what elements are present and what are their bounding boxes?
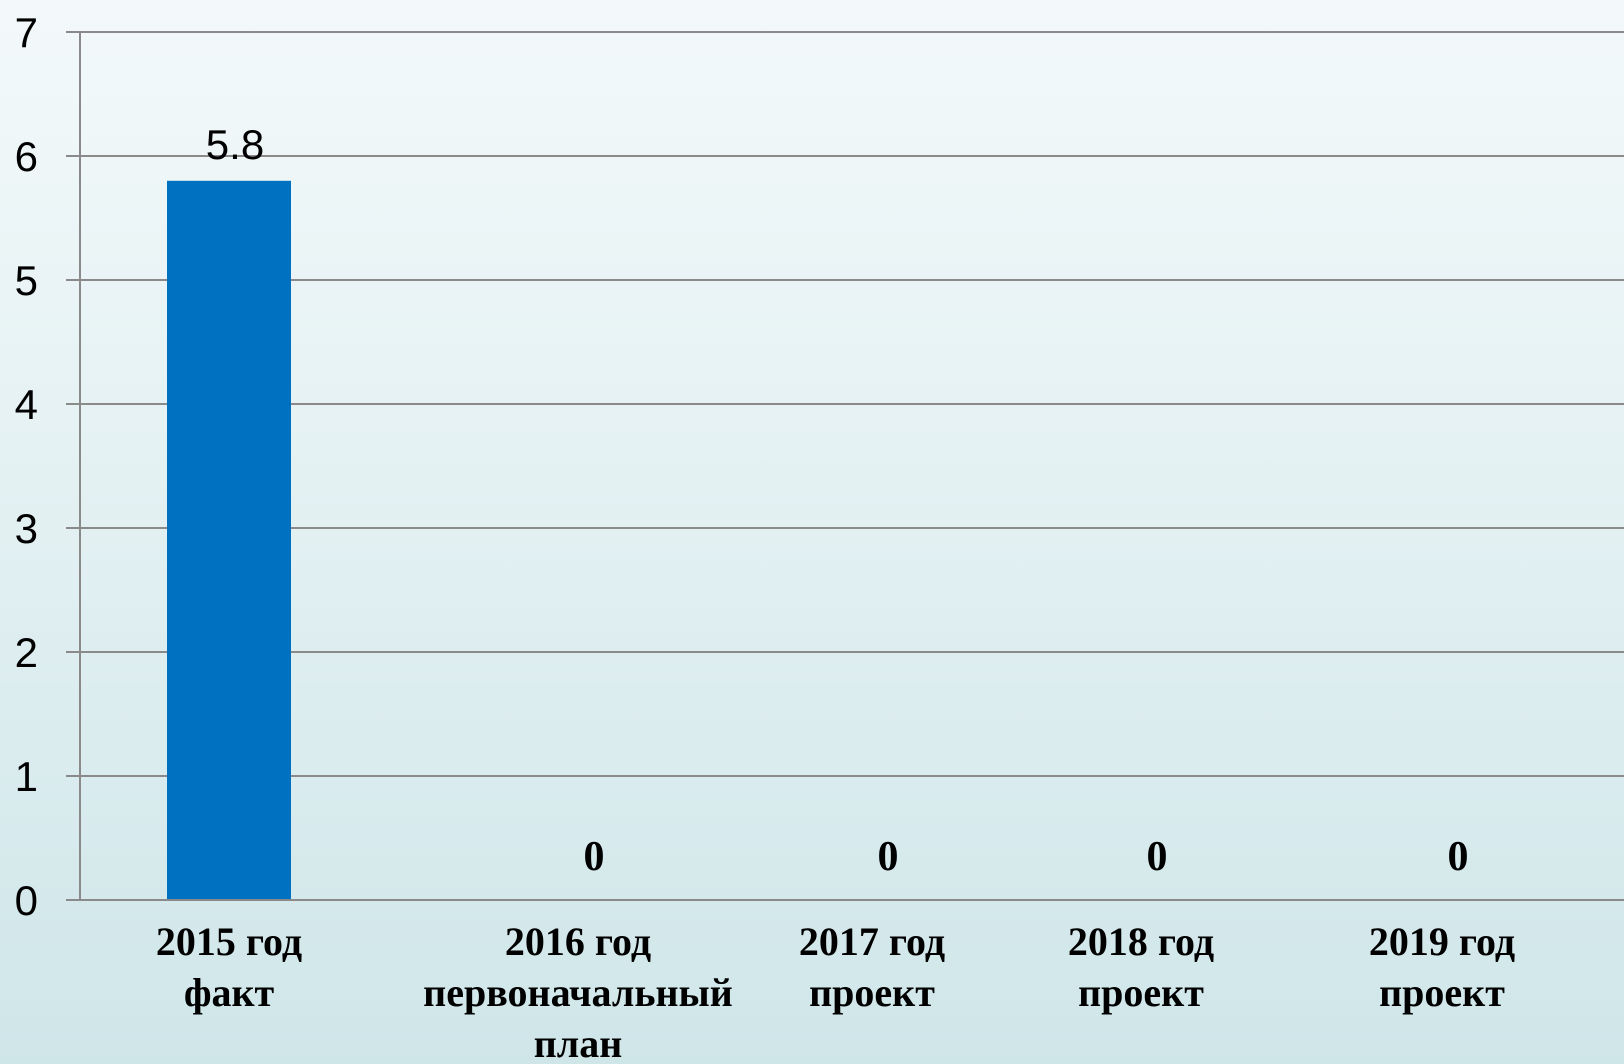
y-tick-label: 5: [15, 257, 38, 304]
data-label: 0: [878, 834, 899, 880]
data-label: 0: [1448, 834, 1469, 880]
data-label: 0: [1147, 834, 1168, 880]
y-tick-label: 6: [15, 133, 38, 180]
bars: [167, 180, 291, 901]
y-tick-label: 3: [15, 505, 38, 552]
data-label: 5.8: [206, 121, 264, 168]
data-labels: 5.8 0 0 0 0: [206, 121, 1469, 880]
y-tick-label: 0: [15, 877, 38, 924]
x-tick-label: 2019 год проект: [1369, 919, 1515, 1015]
bar: [167, 180, 291, 901]
x-category-labels: 2015 год факт 2016 год первоначальный план 20…: [156, 919, 1515, 1064]
x-tick-label: 2016 год первоначальный план: [423, 919, 733, 1064]
x-tick-label: 2017 год проект: [799, 919, 945, 1015]
data-label: 0: [584, 834, 605, 880]
y-tick-label: 2: [15, 629, 38, 676]
axes: [66, 32, 1624, 901]
grid-lines: [66, 31, 1624, 777]
x-tick-label: 2015 год факт: [156, 919, 302, 1015]
y-tick-labels: 0 1 2 3 4 5 6 7: [15, 9, 38, 924]
x-tick-label: 2018 год проект: [1068, 919, 1214, 1015]
y-tick-label: 7: [15, 9, 38, 56]
y-tick-label: 4: [15, 381, 38, 428]
y-tick-label: 1: [15, 753, 38, 800]
